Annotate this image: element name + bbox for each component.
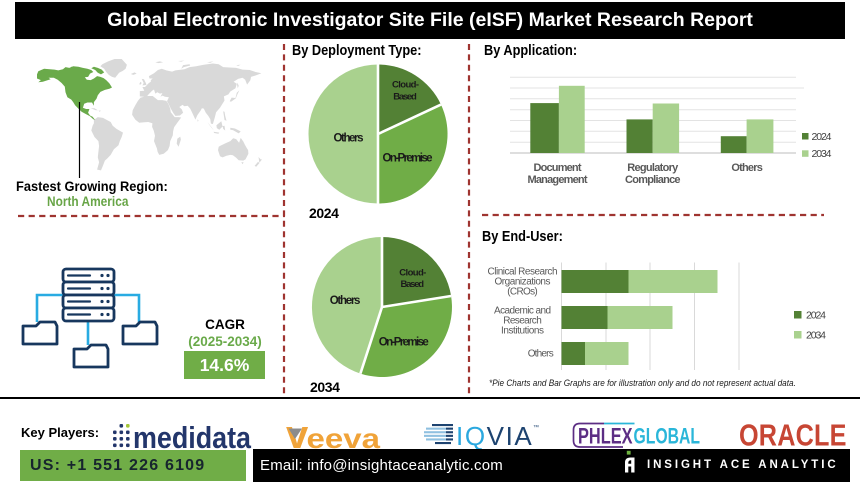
- svg-text:Document: Document: [534, 162, 582, 174]
- svg-text:On-Premise: On-Premise: [383, 153, 433, 165]
- svg-text:(CROs): (CROs): [507, 287, 538, 298]
- svg-text:Others: Others: [334, 133, 364, 145]
- svg-text:Management: Management: [528, 174, 588, 186]
- svg-text:GLOBAL: GLOBAL: [634, 424, 701, 449]
- svg-text:IQVIA: IQVIA: [456, 423, 533, 449]
- svg-text:Research: Research: [503, 316, 542, 327]
- svg-text:Cloud-: Cloud-: [399, 268, 426, 279]
- svg-text:Institutions: Institutions: [501, 326, 544, 337]
- svg-text:2024: 2024: [812, 131, 832, 143]
- svg-text:2024: 2024: [806, 310, 826, 322]
- svg-text:Academic and: Academic and: [494, 306, 551, 317]
- svg-text:Regulatory: Regulatory: [627, 162, 679, 174]
- svg-text:Cloud-: Cloud-: [392, 80, 419, 91]
- svg-text:Others: Others: [528, 349, 554, 360]
- svg-text:Organizations: Organizations: [495, 277, 551, 288]
- svg-text:Based: Based: [393, 92, 417, 103]
- svg-text:PHLEX: PHLEX: [578, 424, 633, 449]
- svg-text:Others: Others: [330, 295, 361, 307]
- svg-text:Based: Based: [401, 279, 425, 290]
- svg-text:Compliance: Compliance: [625, 174, 681, 186]
- svg-text:™: ™: [533, 424, 539, 431]
- svg-text:Clinical Research: Clinical Research: [488, 267, 558, 278]
- svg-text:2034: 2034: [806, 330, 826, 342]
- svg-text:2034: 2034: [812, 148, 832, 160]
- svg-text:eeva: eeva: [307, 423, 381, 451]
- svg-text:medidata: medidata: [133, 422, 252, 452]
- svg-text:On-Premise: On-Premise: [379, 337, 429, 349]
- svg-text:Others: Others: [731, 162, 763, 174]
